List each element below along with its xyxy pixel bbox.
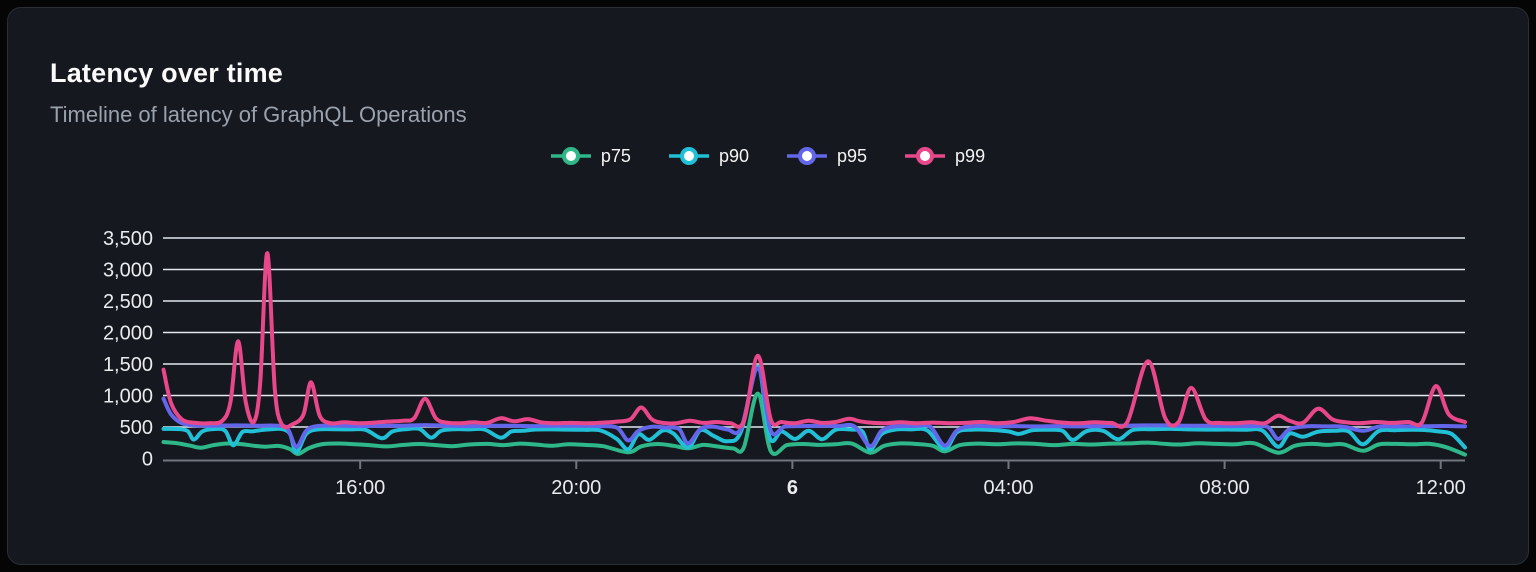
legend-marker-p95-icon bbox=[787, 147, 827, 165]
legend-marker-p75-icon bbox=[550, 147, 591, 165]
legend-marker-p99-icon bbox=[905, 147, 946, 165]
chart-title: Latency over time bbox=[50, 58, 283, 88]
latency-chart-canvas[interactable]: 0 500 1,000 1,500 2,000 2,500 3,000 3,500 16:00 2… bbox=[8, 223, 1536, 523]
x-tick-label-08:00: 08:00 bbox=[1200, 477, 1250, 499]
series-line-p99 bbox=[161, 251, 1467, 430]
legend-label-p90: p90 bbox=[718, 145, 749, 166]
series-line-p95 bbox=[161, 366, 1467, 449]
x-tick-label-04:00: 04:00 bbox=[983, 477, 1033, 499]
y-tick-label-1500: 1,500 bbox=[103, 354, 153, 376]
chart-subtitle: Timeline of latency of GraphQL Operation… bbox=[50, 102, 467, 127]
legend: p75 p90 p95 p99 bbox=[8, 145, 1528, 167]
series-layer bbox=[161, 251, 1467, 457]
chart-card: Latency over time Timeline of latency of… bbox=[7, 7, 1529, 565]
grid-layer bbox=[163, 237, 1465, 428]
y-tick-label-3000: 3,000 bbox=[103, 260, 153, 282]
y-tick-label-0: 0 bbox=[142, 449, 153, 471]
x-tick-label-6: 6 bbox=[787, 477, 798, 499]
x-tick-label-12:00: 12:00 bbox=[1416, 477, 1466, 499]
legend-label-p75: p75 bbox=[600, 145, 631, 166]
y-tick-label-2500: 2,500 bbox=[103, 291, 153, 313]
legend-item-p95[interactable]: p95 bbox=[787, 145, 867, 167]
legend-item-p75[interactable]: p75 bbox=[550, 145, 631, 167]
axis-layer bbox=[163, 459, 1465, 469]
y-tick-label-3500: 3,500 bbox=[103, 228, 153, 250]
legend-label-p99: p99 bbox=[955, 145, 986, 166]
x-tick-label-16:00: 16:00 bbox=[335, 477, 385, 499]
legend-label-p95: p95 bbox=[837, 145, 868, 166]
y-tick-label-500: 500 bbox=[120, 417, 153, 439]
legend-item-p90[interactable]: p90 bbox=[668, 145, 749, 167]
series-line-p75 bbox=[161, 391, 1467, 457]
y-tick-label-1000: 1,000 bbox=[103, 386, 153, 408]
series-line-p90 bbox=[161, 364, 1467, 455]
legend-item-p99[interactable]: p99 bbox=[905, 145, 985, 167]
x-tick-label-20:00: 20:00 bbox=[551, 477, 601, 499]
axis-label-layer: 0 500 1,000 1,500 2,000 2,500 3,000 3,500 16:00 2… bbox=[103, 228, 1466, 499]
y-tick-label-2000: 2,000 bbox=[103, 323, 153, 345]
legend-marker-p90-icon bbox=[668, 147, 709, 165]
